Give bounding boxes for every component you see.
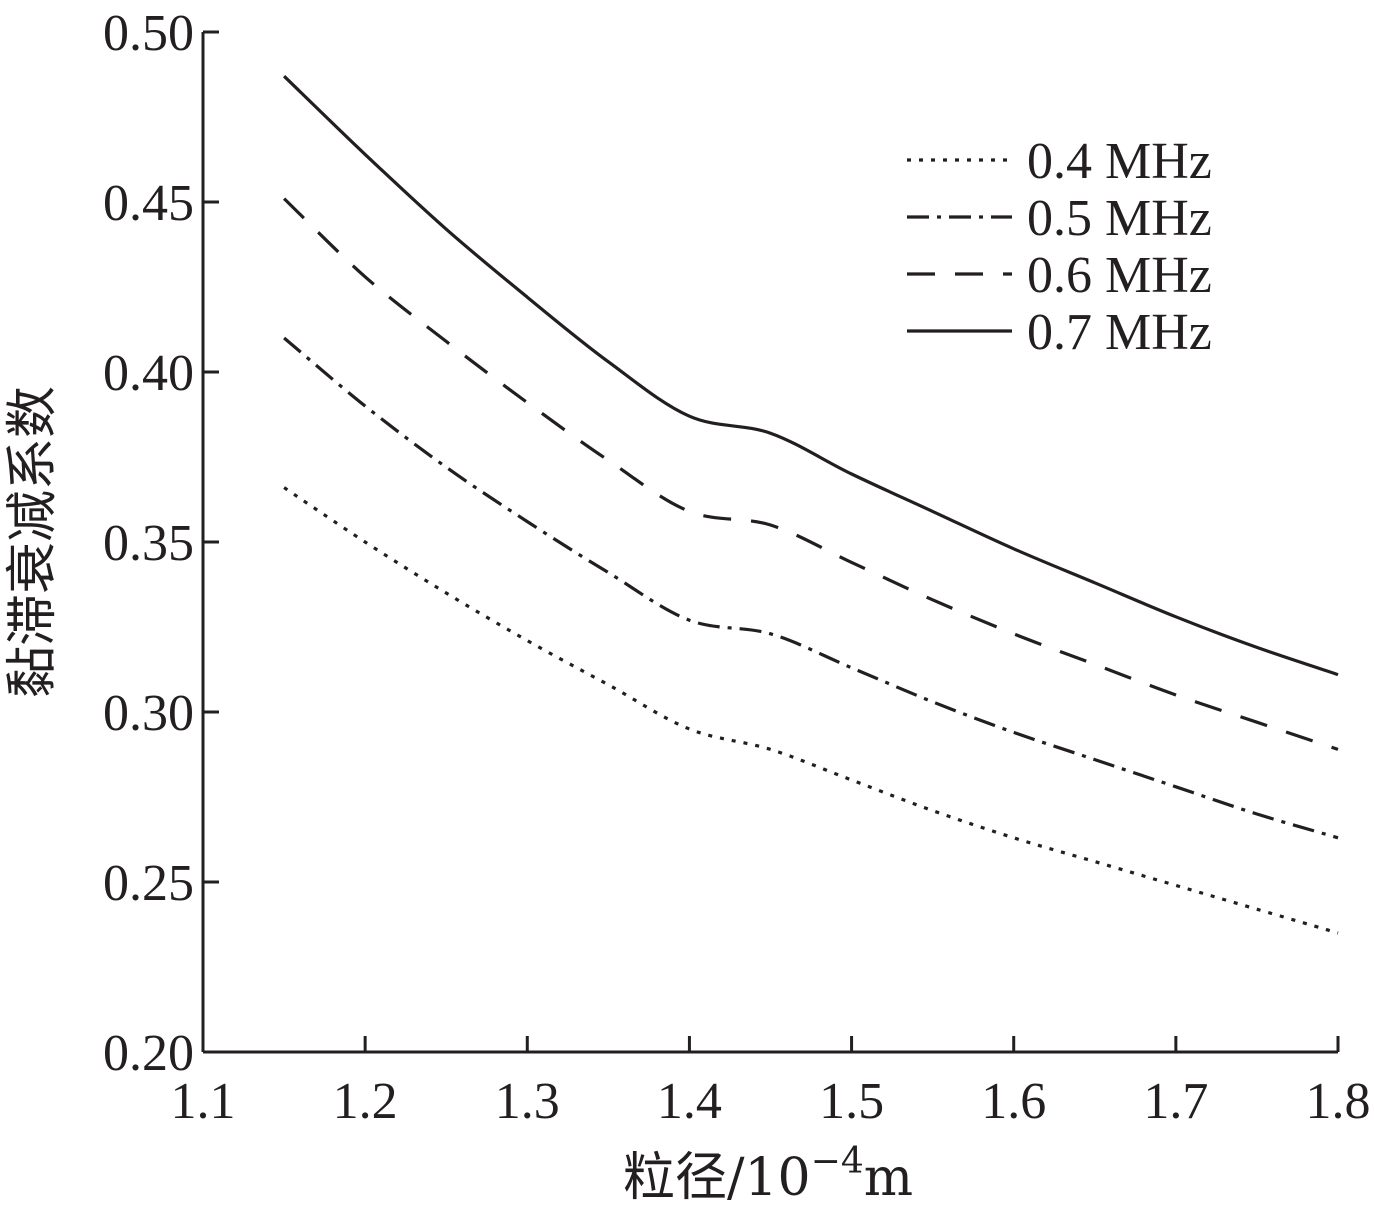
y-tick-label: 0.50: [103, 5, 194, 62]
legend-label-1: 0.4 MHz: [1027, 133, 1212, 190]
x-tick-label: 1.8: [1306, 1073, 1371, 1130]
series-line-2: [283, 336, 1339, 840]
y-tick-label: 0.30: [103, 685, 194, 742]
y-tick-label: 0.35: [103, 515, 194, 572]
y-tick-label: 0.45: [103, 175, 194, 232]
x-tick-label: 1.5: [819, 1073, 884, 1130]
x-ticks: 1.1 1.2 1.3 1.4 1.5 1.6 1.7 1.8: [171, 1036, 1371, 1130]
series-layer: [282, 75, 1339, 935]
y-tick-label: 0.25: [103, 855, 194, 912]
x-tick-label: 1.1: [171, 1073, 236, 1130]
y-tick-label: 0.20: [103, 1025, 194, 1082]
series-line-4: [282, 75, 1339, 677]
x-tick-label: 1.7: [1143, 1073, 1208, 1130]
x-tick-label: 1.3: [495, 1073, 560, 1130]
y-tick-label: 0.40: [103, 345, 194, 402]
x-tick-label: 1.4: [657, 1073, 722, 1130]
x-tick-label: 1.6: [981, 1073, 1046, 1130]
legend-label-2: 0.5 MHz: [1027, 190, 1212, 247]
x-tick-label: 1.2: [333, 1073, 398, 1130]
legend-label-3: 0.6 MHz: [1027, 247, 1212, 304]
y-axis-title: 黏滞衰减系数: [3, 386, 63, 698]
series-line-3: [282, 197, 1339, 751]
y-ticks: 0.20 0.25 0.30 0.35 0.40 0.45 0.50: [103, 5, 219, 1082]
legend-label-4: 0.7 MHz: [1027, 304, 1212, 361]
series-line-1: [283, 486, 1339, 935]
x-axis-title: 粒径/10−4m: [623, 1141, 913, 1208]
